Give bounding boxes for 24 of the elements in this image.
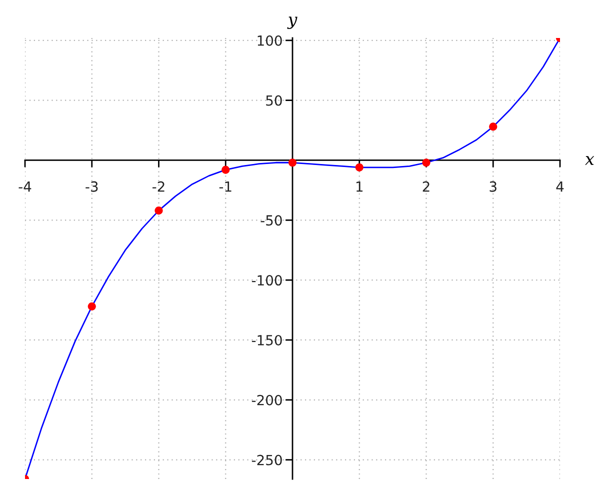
x-tick-label: 4 [556,181,564,192]
x-tick-label: 1 [356,181,363,192]
point [154,206,163,215]
x-tick-label: -4 [18,181,32,192]
y-tick-label: -150 [252,334,282,346]
y-tick-label: -200 [252,394,282,406]
point [88,302,96,310]
point [288,158,297,167]
y-tick-label: -250 [252,454,282,466]
y-tick-label: -100 [252,275,282,286]
y-tick-label: 50 [266,95,282,106]
x-tick-label: -3 [86,181,98,192]
y-tick-label: -50 [260,215,282,226]
x-axis-title: x [585,156,594,165]
x-tick-label: -1 [219,181,232,192]
point [222,166,230,174]
point [355,163,364,172]
x-tick-label: 3 [490,181,496,192]
point [489,122,498,131]
point [422,158,430,167]
y-tick-label: 100 [258,35,282,46]
y-axis-title: y [287,16,298,29]
x-tick-label: 2 [422,181,430,192]
x-tick-label: -2 [152,181,164,192]
